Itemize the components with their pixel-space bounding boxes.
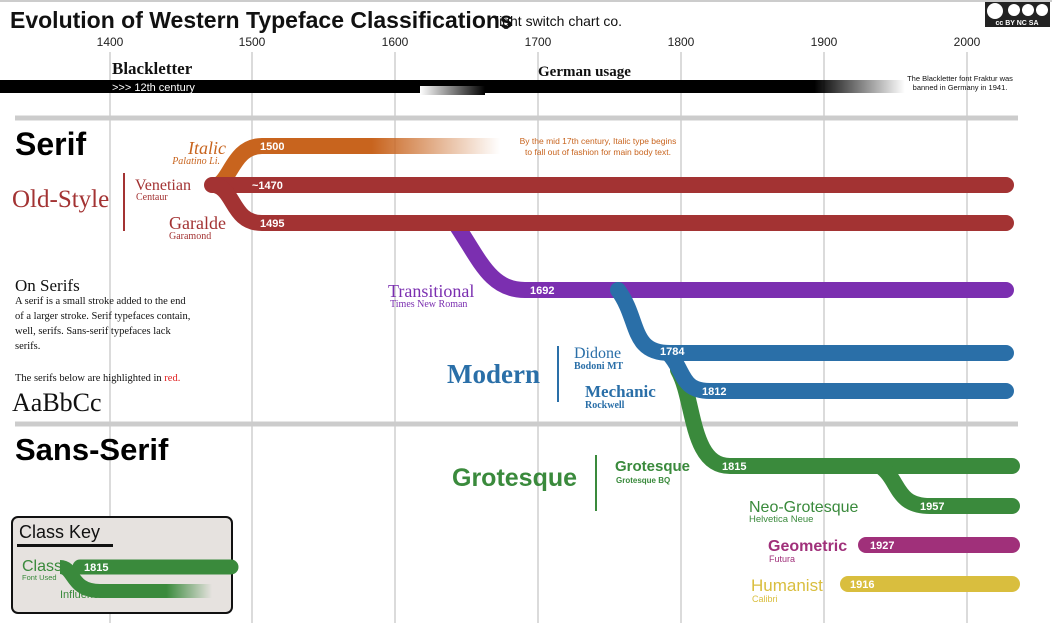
italic-year: 1500 (260, 141, 284, 153)
tick-label: 1800 (668, 35, 695, 49)
grotesque-label: Grotesque (615, 458, 690, 475)
humanist-font: Calibri (752, 594, 778, 604)
grotesque-font: Grotesque BQ (616, 476, 670, 485)
italic-note-1: By the mid 17th century, Italic type beg… (520, 136, 677, 146)
transitional-year: 1692 (530, 285, 554, 297)
serif-sample: AaBbCc (12, 388, 102, 417)
mechanic-font: Rockwell (585, 400, 625, 411)
old-style-label: Old-Style (12, 186, 109, 213)
didone-year: 1784 (660, 346, 685, 358)
tick-label: 1700 (525, 35, 552, 49)
venetian-label: Venetian (135, 177, 191, 194)
tick-label: 1900 (811, 35, 838, 49)
didone-branch (610, 282, 1014, 361)
tick-label: 1400 (97, 35, 124, 49)
german-usage-label: German usage (538, 64, 631, 80)
mechanic-year: 1812 (702, 386, 726, 398)
neo-grotesque-label: Neo-Grotesque (749, 499, 858, 516)
mechanic-branch (660, 345, 1014, 399)
garalde-font: Garamond (169, 231, 211, 242)
venetian-year: ~1470 (252, 180, 283, 192)
geometric-font: Futura (769, 554, 795, 564)
fraktur-note-1: The Blackletter font Fraktur was (907, 74, 1013, 83)
fraktur-note-2: banned in Germany in 1941. (913, 83, 1008, 92)
blackletter-since: >>> 12th century (112, 82, 195, 94)
garalde-year: 1495 (260, 218, 284, 230)
transitional-label: Transitional (388, 281, 474, 301)
key-year: 1815 (84, 562, 108, 574)
on-serifs-line: A serif is a small stroke added to the e… (15, 296, 186, 307)
didone-label: Didone (574, 345, 621, 362)
garalde-label: Garalde (169, 213, 226, 233)
tick-label: 1500 (239, 35, 266, 49)
on-serifs-line: serifs. (15, 341, 40, 352)
on-serifs-title: On Serifs (15, 276, 80, 295)
key-class-label: Class (22, 558, 62, 575)
key-font-used: Font Used (22, 573, 57, 582)
on-serifs-line: well, serifs. Sans-serif typefaces lack (15, 326, 171, 337)
neo-grotesque-year: 1957 (920, 501, 944, 513)
serif-heading: Serif (15, 126, 86, 162)
chart-title: Evolution of Western Typeface Classifica… (10, 7, 513, 33)
italic-font: Palatino Li. (171, 156, 220, 167)
chart-subtitle: light switch chart co. (496, 13, 622, 29)
modern-label: Modern (447, 359, 540, 389)
humanist-label: Humanist (751, 576, 823, 595)
transitional-branch (447, 215, 1014, 298)
class-key: Class Key 1815 Class Font Used Influence (11, 516, 239, 614)
blackletter-label: Blackletter (112, 59, 193, 78)
cc-license-badge: cc BY NC SA (985, 2, 1050, 27)
year-axis: 1400 1500 1600 1700 1800 1900 2000 (97, 35, 981, 49)
on-serifs-line: of a larger stroke. Serif typefaces cont… (15, 311, 190, 322)
geometric-label: Geometric (768, 538, 847, 555)
humanist-year: 1916 (850, 579, 874, 591)
license-text: cc BY NC SA (995, 20, 1038, 27)
venetian-font: Centaur (136, 192, 168, 203)
sans-serif-heading: Sans-Serif (15, 432, 169, 467)
transitional-font: Times New Roman (390, 299, 467, 310)
key-influence: Influence (60, 589, 105, 601)
italic-label: Italic (187, 138, 226, 158)
garalde-branch (207, 177, 1014, 231)
tick-label: 1600 (382, 35, 409, 49)
italic-note-2: to fall out of fashion for main body tex… (525, 147, 671, 157)
didone-font: Bodoni MT (574, 361, 624, 372)
tick-label: 2000 (954, 35, 981, 49)
highlight-red-word: red. (164, 373, 180, 384)
neo-grotesque-branch (872, 458, 1020, 514)
highlight-text: The serifs below are highlighted in (15, 373, 162, 384)
class-key-title: Class Key (19, 522, 100, 542)
svg-text:The serifs below are highlight: The serifs below are highlighted in red. (15, 373, 180, 384)
serif-branches (204, 138, 1020, 592)
grotesque-year: 1815 (722, 461, 746, 473)
mechanic-label: Mechanic (585, 382, 656, 401)
geometric-year: 1927 (870, 540, 894, 552)
neo-grotesque-font: Helvetica Neue (749, 514, 813, 525)
grotesque-class-label: Grotesque (452, 464, 577, 492)
